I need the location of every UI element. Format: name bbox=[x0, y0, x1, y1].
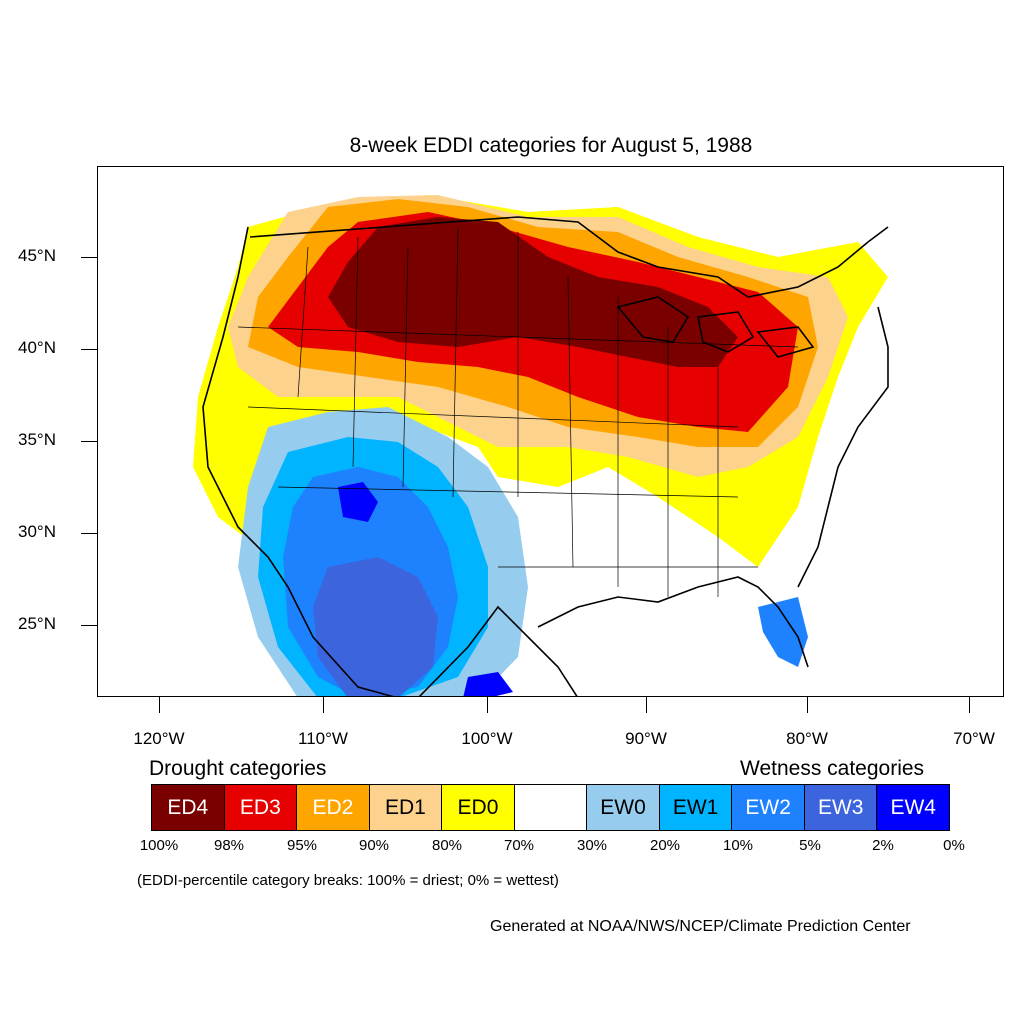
pct-label-10: 10% bbox=[722, 837, 754, 854]
pct-label-95: 95% bbox=[286, 837, 318, 854]
legend-ed1: ED1 bbox=[369, 785, 443, 830]
pct-label-70: 70% bbox=[503, 837, 535, 854]
legend-ew0: EW0 bbox=[587, 785, 660, 830]
lon-tick-100 bbox=[487, 697, 488, 713]
lat-tick-35 bbox=[81, 441, 97, 442]
legend-ew3: EW3 bbox=[804, 785, 878, 830]
legend-ed0: ED0 bbox=[442, 785, 515, 830]
pct-label-20: 20% bbox=[649, 837, 681, 854]
pct-label-0: 0% bbox=[943, 837, 965, 854]
lat-tick-30 bbox=[81, 533, 97, 534]
lon-tick-70 bbox=[969, 697, 970, 713]
category-regions bbox=[193, 195, 888, 696]
breaks-note: (EDDI-percentile category breaks: 100% =… bbox=[137, 872, 559, 889]
legend-ed4: ED4 bbox=[152, 785, 225, 830]
lon-tick-120 bbox=[159, 697, 160, 713]
region-florida-wet bbox=[758, 597, 808, 667]
pct-label-2: 2% bbox=[872, 837, 894, 854]
pct-label-100: 100% bbox=[139, 837, 179, 854]
legend-ew1: EW1 bbox=[659, 785, 733, 830]
lat-tick-25 bbox=[81, 625, 97, 626]
legend-bar: ED4 ED3 ED2 ED1 ED0 EW0 EW1 EW2 EW3 EW4 bbox=[151, 784, 950, 831]
pct-label-80: 80% bbox=[431, 837, 463, 854]
region-ew3 bbox=[313, 557, 438, 696]
lon-label-80: 80°W bbox=[786, 729, 828, 748]
lat-tick-45 bbox=[81, 257, 97, 258]
state-lines bbox=[237, 226, 799, 597]
lon-label-100: 100°W bbox=[461, 729, 513, 748]
legend-ew2: EW2 bbox=[732, 785, 805, 830]
lat-label-45: 45°N bbox=[18, 246, 56, 265]
legend-neutral bbox=[514, 785, 588, 830]
region-ed4 bbox=[328, 217, 738, 367]
legend-ew4: EW4 bbox=[877, 785, 950, 830]
eddi-map bbox=[193, 195, 889, 696]
wetness-categories-title: Wetness categories bbox=[740, 757, 925, 780]
lon-label-90: 90°W bbox=[625, 729, 667, 748]
boundaries bbox=[202, 216, 889, 696]
credit-text: Generated at NOAA/NWS/NCEP/Climate Predi… bbox=[490, 918, 911, 935]
lat-label-40: 40°N bbox=[18, 338, 56, 357]
lon-tick-90 bbox=[646, 697, 647, 713]
lon-tick-110 bbox=[323, 697, 324, 713]
lon-label-70: 70°W bbox=[953, 729, 995, 748]
canada-border bbox=[249, 216, 889, 298]
pct-label-90: 90% bbox=[358, 837, 390, 854]
legend-ed2: ED2 bbox=[297, 785, 370, 830]
lat-label-35: 35°N bbox=[18, 430, 56, 449]
drought-categories-title: Drought categories bbox=[149, 757, 327, 780]
lon-label-110: 110°W bbox=[298, 729, 348, 748]
great-lakes bbox=[616, 296, 815, 358]
pct-label-5: 5% bbox=[799, 837, 821, 854]
lon-label-120: 120°W bbox=[133, 729, 185, 748]
region-ew4 bbox=[338, 482, 513, 696]
pct-label-98: 98% bbox=[213, 837, 245, 854]
lon-tick-80 bbox=[807, 697, 808, 713]
lat-label-30: 30°N bbox=[18, 522, 56, 541]
map-title: 8-week EDDI categories for August 5, 198… bbox=[349, 134, 753, 157]
map-frame bbox=[97, 166, 1004, 697]
us-outline bbox=[202, 226, 889, 696]
pct-label-30: 30% bbox=[576, 837, 608, 854]
lat-label-25: 25°N bbox=[18, 614, 56, 633]
legend-ed3: ED3 bbox=[224, 785, 298, 830]
lat-tick-40 bbox=[81, 349, 97, 350]
